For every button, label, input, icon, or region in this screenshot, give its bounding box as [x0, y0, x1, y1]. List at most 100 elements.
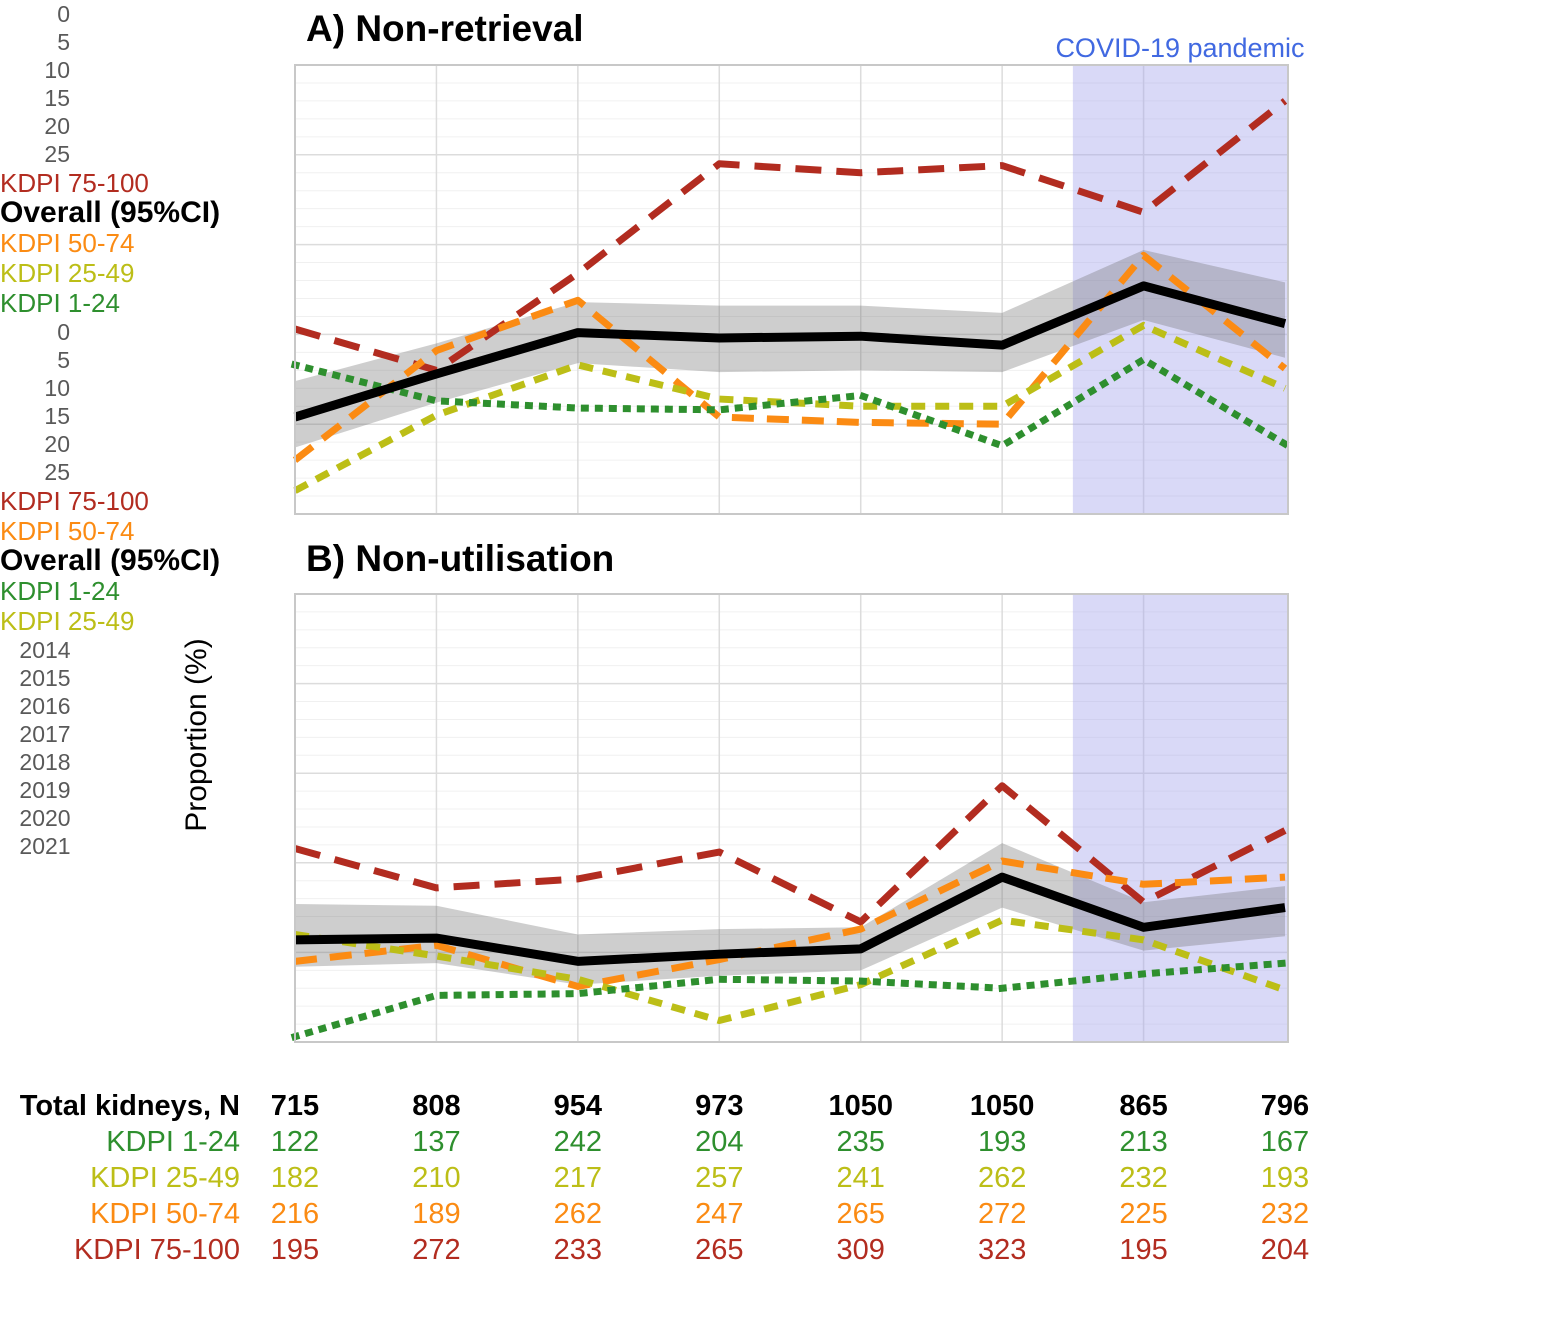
table-cell: 715	[270, 1090, 320, 1122]
panel-a-series-label-kdpi-25-49: KDPI 25-49	[0, 258, 135, 288]
table-cell: 137	[412, 1126, 461, 1158]
table-row-total-kidneys-n: Total kidneys, N 715 808 954 973 1050 1050 865 7…	[0, 1088, 1559, 1124]
table-cell: 257	[695, 1162, 744, 1194]
table-cell: 189	[412, 1198, 461, 1230]
table-cell: 309	[836, 1234, 885, 1266]
panel-b-line-kdpi-1-24	[290, 959, 1289, 1041]
x-tick-label: 2019	[19, 777, 71, 803]
table-cell: 265	[695, 1234, 744, 1266]
table-cell: 193	[977, 1126, 1027, 1158]
panel-b-y-tick-label: 5	[57, 347, 70, 373]
panel-b-line-overall	[294, 872, 1286, 966]
chart-text-layer: 0 5 10 15 20 25 KDPI 75-100 Overall (95%CI) KDPI…	[0, 1, 221, 859]
panel-b-border	[294, 593, 1289, 1043]
panel-b-series-label-kdpi-50-74: KDPI 50-74	[0, 516, 135, 546]
x-tick-label: 2017	[19, 721, 71, 747]
panel-b-line-kdpi-50-74	[294, 857, 1286, 990]
table-cell: 213	[1119, 1126, 1168, 1158]
panel-b-series-label-overall-95-ci-: Overall (95%CI)	[0, 544, 221, 577]
panel-a-border	[294, 64, 1289, 515]
table-cell: 204	[1260, 1234, 1310, 1266]
table-row-label: Total kidneys, N	[19, 1090, 240, 1122]
panel-a-y-tick-label: 25	[44, 141, 70, 167]
table-cell: 262	[977, 1162, 1027, 1194]
table-cell: 233	[553, 1234, 603, 1266]
panel-a-covid-band	[1072, 65, 1288, 514]
table-row-kdpi-1-24: KDPI 1-24 122 137 242 204 235 193 213 167	[0, 1124, 1559, 1160]
panel-b-series-label-kdpi-25-49: KDPI 25-49	[0, 606, 135, 636]
x-tick-label: 2018	[19, 749, 71, 775]
panel-a-line-kdpi-25-49	[293, 321, 1287, 494]
panel-b-y-tick-label: 20	[44, 431, 70, 457]
table-cell: 232	[1119, 1162, 1168, 1194]
panel-a-title: A) Non-retrieval	[306, 8, 584, 49]
table-cell: 973	[695, 1090, 744, 1122]
panel-a-y-tick-label: 0	[57, 1, 70, 27]
table-cell: 796	[1260, 1090, 1310, 1122]
panel-a-line-kdpi-75-100	[294, 98, 1288, 374]
table-row-label: KDPI 25-49	[90, 1162, 240, 1194]
panel-b-series-label-kdpi-1-24: KDPI 1-24	[0, 576, 120, 606]
panel-b-title: B) Non-utilisation	[306, 538, 615, 579]
x-tick-label: 2015	[19, 665, 71, 691]
x-tick-label: 2016	[19, 693, 71, 719]
panel-a-y-tick-label: 5	[57, 29, 70, 55]
table-cell: 265	[836, 1198, 885, 1230]
panel-b-series-label-kdpi-75-100: KDPI 75-100	[0, 486, 149, 516]
table-row-label: KDPI 50-74	[90, 1198, 240, 1230]
panel-b-y-tick-label: 10	[44, 375, 70, 401]
table-cell: 954	[553, 1090, 603, 1122]
table-cell: 1050	[828, 1090, 893, 1122]
table-row-kdpi-50-74: KDPI 50-74 216 189 262 247 265 272 225 232	[0, 1196, 1559, 1232]
covid-pandemic-label: COVID-19 pandemic	[1055, 33, 1305, 63]
y-axis-label: Proportion (%)	[180, 638, 213, 832]
table-cell: 193	[1260, 1162, 1310, 1194]
table-cell: 204	[695, 1126, 744, 1158]
table-cell: 225	[1119, 1198, 1168, 1230]
table-cell: 216	[270, 1198, 320, 1230]
panel-a-series-label-kdpi-50-74: KDPI 50-74	[0, 228, 135, 258]
table-cell: 210	[412, 1162, 461, 1194]
table-cell: 167	[1260, 1126, 1310, 1158]
panel-b-covid-band	[1072, 594, 1288, 1042]
panel-b-overall-ci-band	[295, 843, 1285, 985]
table-row-label: KDPI 1-24	[106, 1126, 240, 1158]
table-cell: 1050	[969, 1090, 1035, 1122]
table-cell: 217	[553, 1162, 603, 1194]
panel-a-y-tick-label: 15	[44, 85, 70, 111]
table-row-kdpi-75-100: KDPI 75-100 195 272 233 265 309 323 195 204	[0, 1232, 1559, 1268]
table-cell: 262	[553, 1198, 603, 1230]
x-tick-label: 2020	[19, 805, 71, 831]
panel-a-series-label-overall-95-ci-: Overall (95%CI)	[0, 196, 221, 229]
panel-a-line-overall	[293, 281, 1287, 422]
panel-b-line-kdpi-25-49	[294, 916, 1287, 1024]
table-cell: 323	[977, 1234, 1027, 1266]
x-tick-label: 2014	[19, 637, 71, 663]
table-cell: 272	[977, 1198, 1027, 1230]
panel-a-series-label-kdpi-1-24: KDPI 1-24	[0, 288, 120, 318]
panel-b-y-tick-label: 0	[57, 319, 70, 345]
table-cell: 272	[412, 1234, 461, 1266]
panel-b-y-tick-label: 25	[44, 459, 70, 485]
table-cell: 122	[270, 1126, 320, 1158]
table-cell: 247	[695, 1198, 744, 1230]
panel-a-y-tick-label: 20	[44, 113, 70, 139]
table-row-kdpi-25-49: KDPI 25-49 182 210 217 257 241 262 232 193	[0, 1160, 1559, 1196]
panel-a-overall-ci-band	[295, 249, 1285, 448]
table-cell: 182	[270, 1162, 320, 1194]
panel-a-series-label-kdpi-75-100: KDPI 75-100	[0, 168, 149, 198]
table-cell: 865	[1119, 1090, 1168, 1122]
table-cell: 232	[1260, 1198, 1310, 1230]
table-cell: 241	[836, 1162, 885, 1194]
x-tick-label: 2021	[19, 833, 71, 859]
panel-a-y-tick-label: 10	[44, 57, 70, 83]
panel-b-y-tick-label: 15	[44, 403, 70, 429]
panel-a-line-kdpi-1-24	[290, 356, 1290, 450]
table-cell: 808	[412, 1090, 461, 1122]
table-cell: 195	[1119, 1234, 1168, 1266]
table-cell: 235	[836, 1126, 885, 1158]
panel-b-line-kdpi-75-100	[294, 782, 1287, 926]
table-cell: 242	[553, 1126, 603, 1158]
